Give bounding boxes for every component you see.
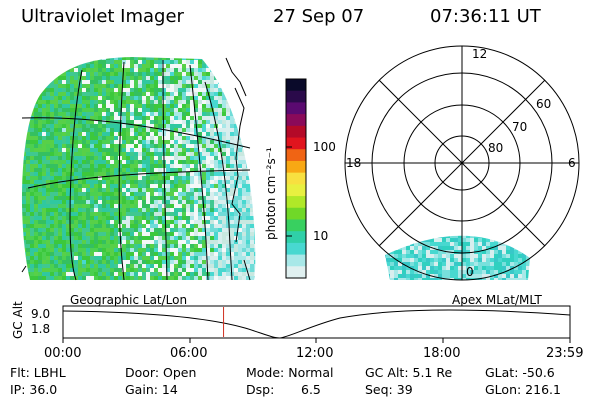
colorbar-stripe (286, 266, 306, 279)
colorbar-stripe (286, 79, 306, 92)
colorbar-stripe (286, 242, 306, 256)
apex-mlat-label: Apex MLat/MLT (452, 293, 542, 307)
mlt-label-18: 18 (346, 156, 362, 170)
colorbar-tick-100: 100 (313, 140, 336, 154)
ytick-1-8: 1.8 (31, 322, 51, 336)
colorbar-stripe (286, 231, 306, 244)
instrument-title: Ultraviolet Imager (21, 6, 184, 27)
colorbar-stripe (286, 172, 306, 185)
dsp-value: 6.5 (301, 382, 321, 397)
lat-label-60: 60 (536, 97, 552, 111)
glon-info: GLon: 216.1 (485, 382, 561, 397)
polar-grid (344, 45, 580, 281)
colorbar-stripe (286, 196, 306, 209)
colorbar-stripe (286, 219, 306, 232)
xtick-0000: 00:00 (44, 346, 82, 361)
colorbar-stripe (286, 90, 306, 104)
colorbar-stripe (286, 114, 306, 127)
mlt-label-6: 6 (568, 156, 576, 170)
time-label: 07:36:11 UT (430, 6, 541, 27)
mode-info: Mode: Normal (246, 365, 334, 380)
colorbar-stripe (286, 184, 306, 197)
ip-info: IP: 36.0 (10, 382, 58, 397)
mlt-label-12: 12 (472, 47, 488, 61)
door-info: Door: Open (125, 365, 197, 380)
colorbar-stripe (286, 125, 306, 139)
filter-info: Flt: LBHL (10, 365, 66, 380)
geographic-grid (21, 57, 251, 281)
xtick-2359: 23:59 (546, 346, 584, 361)
xtick-1800: 18:00 (423, 346, 461, 361)
mlt-label-0: 0 (466, 265, 474, 279)
ytick-9: 9.0 (31, 307, 51, 321)
xtick-0600: 06:00 (170, 346, 208, 361)
dsp-label: Dsp: (246, 382, 275, 397)
colorbar-stripe (286, 207, 306, 221)
gain-info: Gain: 14 (125, 382, 178, 397)
seq-info: Seq: 39 (365, 382, 413, 397)
lat-label-80: 80 (488, 141, 504, 155)
gc-alt-info: GC Alt: 5.1 Re (365, 365, 453, 380)
colorbar-stripe (286, 149, 306, 162)
colorbar-stripe (286, 102, 306, 115)
lat-label-70: 70 (512, 120, 528, 134)
xtick-1200: 12:00 (296, 346, 334, 361)
globe-pixels (21, 57, 256, 280)
glat-info: GLat: -50.6 (485, 365, 555, 380)
geographic-latlon-label: Geographic Lat/Lon (70, 293, 188, 307)
colorbar-stripe (286, 254, 306, 267)
colorbar-stripe (286, 160, 306, 174)
date-label: 27 Sep 07 (273, 6, 365, 27)
colorbar-tick-10: 10 (313, 229, 329, 243)
